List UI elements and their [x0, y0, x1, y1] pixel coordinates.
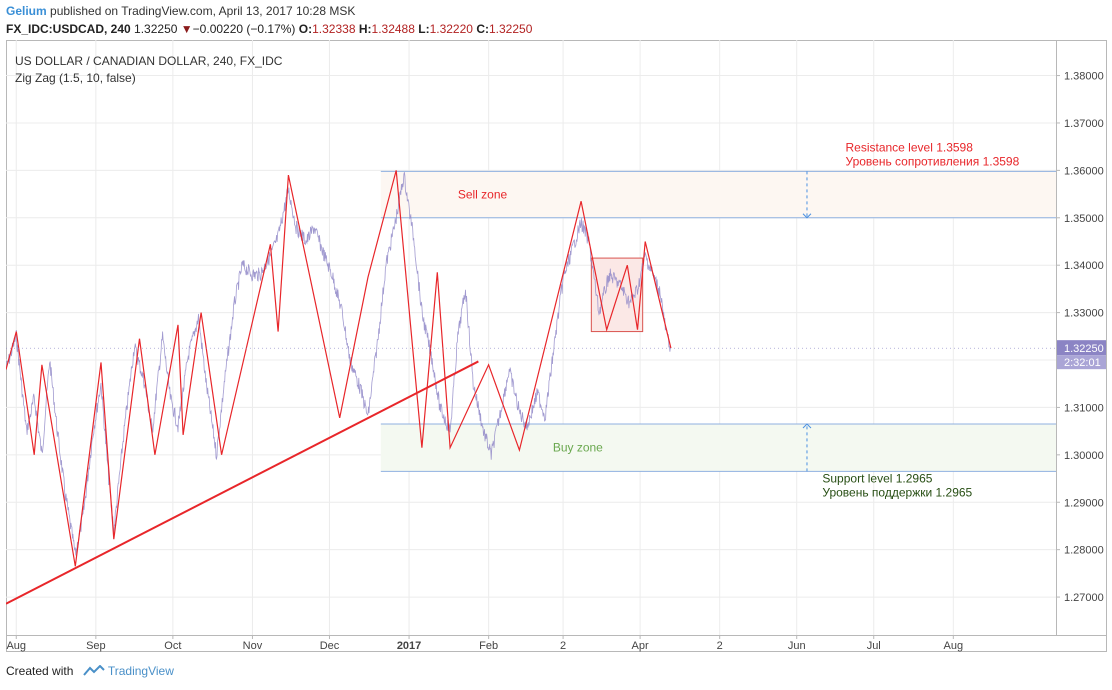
low-value: 1.32220 [429, 22, 473, 36]
time-tick-label: Apr [632, 640, 649, 652]
countdown-tag [1057, 355, 1106, 370]
price-tick-label: 1.31000 [1064, 402, 1104, 414]
time-tick-label: Jul [867, 640, 881, 652]
tradingview-link[interactable]: TradingView [107, 664, 174, 678]
chart-title: US DOLLAR / CANADIAN DOLLAR, 240, FX_IDC [15, 54, 283, 68]
low-label: L: [418, 22, 430, 36]
price-tick-label: 1.33000 [1064, 308, 1104, 320]
time-tick-label: 2017 [397, 640, 421, 652]
down-arrow-icon: ▼ [180, 22, 193, 36]
last-price-tags: 1.32250 2:32:01 [1057, 340, 1106, 370]
price-tick-label: 1.34000 [1064, 260, 1104, 272]
high-value: 1.32488 [371, 22, 415, 36]
buy-zone-label: Buy zone [553, 441, 603, 455]
price-chart[interactable]: 1.38000 1.37000 1.36000 1.35000 1.34000 1.330… [5, 40, 1107, 652]
resistance-annotation-en: Resistance level 1.3598 [845, 140, 973, 154]
series-layer [5, 170, 672, 567]
price-tick-label: 1.35000 [1064, 213, 1104, 225]
close-label: C: [476, 22, 489, 36]
price-tick-label: 1.37000 [1064, 118, 1104, 130]
time-tick-label: Sep [86, 640, 106, 652]
trend-line [5, 360, 479, 605]
publish-info: Gelium published on TradingView.com, Apr… [6, 4, 355, 18]
symbol-label: FX_IDC:USDCAD, 240 [6, 22, 131, 36]
time-tick-label: 2 [717, 640, 723, 652]
time-tick-label: Oct [164, 640, 181, 652]
time-tick-label: Jun [788, 640, 806, 652]
close-value: 1.32250 [488, 22, 533, 36]
countdown-tag-text: 2:32:01 [1064, 357, 1101, 369]
open-label: O: [298, 22, 313, 36]
resistance-annotation-ru: Уровень сопротивления 1.3598 [845, 154, 1019, 168]
buy-zone [380, 424, 1056, 472]
time-tick-label: Feb [479, 640, 498, 652]
support-annotation-en: Support level 1.2965 [822, 471, 932, 485]
time-tick-label: Dec [320, 640, 340, 652]
arrow-head-icon [802, 213, 812, 219]
footer: Created with TradingView [6, 664, 174, 678]
last-price-tag-text: 1.32250 [1064, 343, 1104, 355]
zones [380, 170, 1056, 472]
arrow-head-icon [802, 423, 812, 429]
marks-layer [5, 171, 1056, 605]
price-tick-label: 1.28000 [1064, 545, 1104, 557]
price-series-line [5, 172, 672, 556]
last-price-tag [1057, 340, 1106, 356]
created-with-text: Created with [6, 664, 74, 678]
price-tick-label: 1.38000 [1064, 71, 1104, 83]
open-value: 1.32338 [312, 22, 356, 36]
price-tick-label: 1.29000 [1064, 497, 1104, 509]
symbol-info: FX_IDC:USDCAD, 240 1.32250 ▼−0.00220 (−0… [6, 22, 532, 36]
price-tick-label: 1.36000 [1064, 165, 1104, 177]
chart-border [6, 40, 1107, 652]
indicator-label: Zig Zag (1.5, 10, false) [15, 71, 136, 85]
high-label: H: [358, 22, 372, 36]
time-tick-label: Aug [6, 640, 26, 652]
tradingview-logo-icon [77, 664, 108, 678]
price-tick-label: 1.30000 [1064, 450, 1104, 462]
zigzag-line [5, 170, 672, 567]
sell-zone-label: Sell zone [458, 188, 508, 202]
time-axis[interactable]: Aug Sep Oct Nov Dec 2017 Feb 2 Apr 2 Jun Jul Aug [6, 635, 963, 652]
time-tick-label: 2 [560, 640, 566, 652]
support-annotation-ru: Уровень поддержки 1.2965 [822, 485, 972, 499]
time-tick-label: Aug [944, 640, 964, 652]
price-change: −0.00220 (−0.17%) [192, 22, 296, 36]
last-price: 1.32250 [134, 22, 178, 36]
price-tick-label: 1.27000 [1064, 592, 1104, 604]
chart-container[interactable]: 1.38000 1.37000 1.36000 1.35000 1.34000 1.330… [5, 40, 1107, 652]
time-tick-label: Nov [243, 640, 263, 652]
author-link[interactable]: Gelium [6, 4, 47, 18]
published-text: published on TradingView.com, April 13, … [46, 4, 356, 18]
sell-zone [380, 171, 1056, 218]
